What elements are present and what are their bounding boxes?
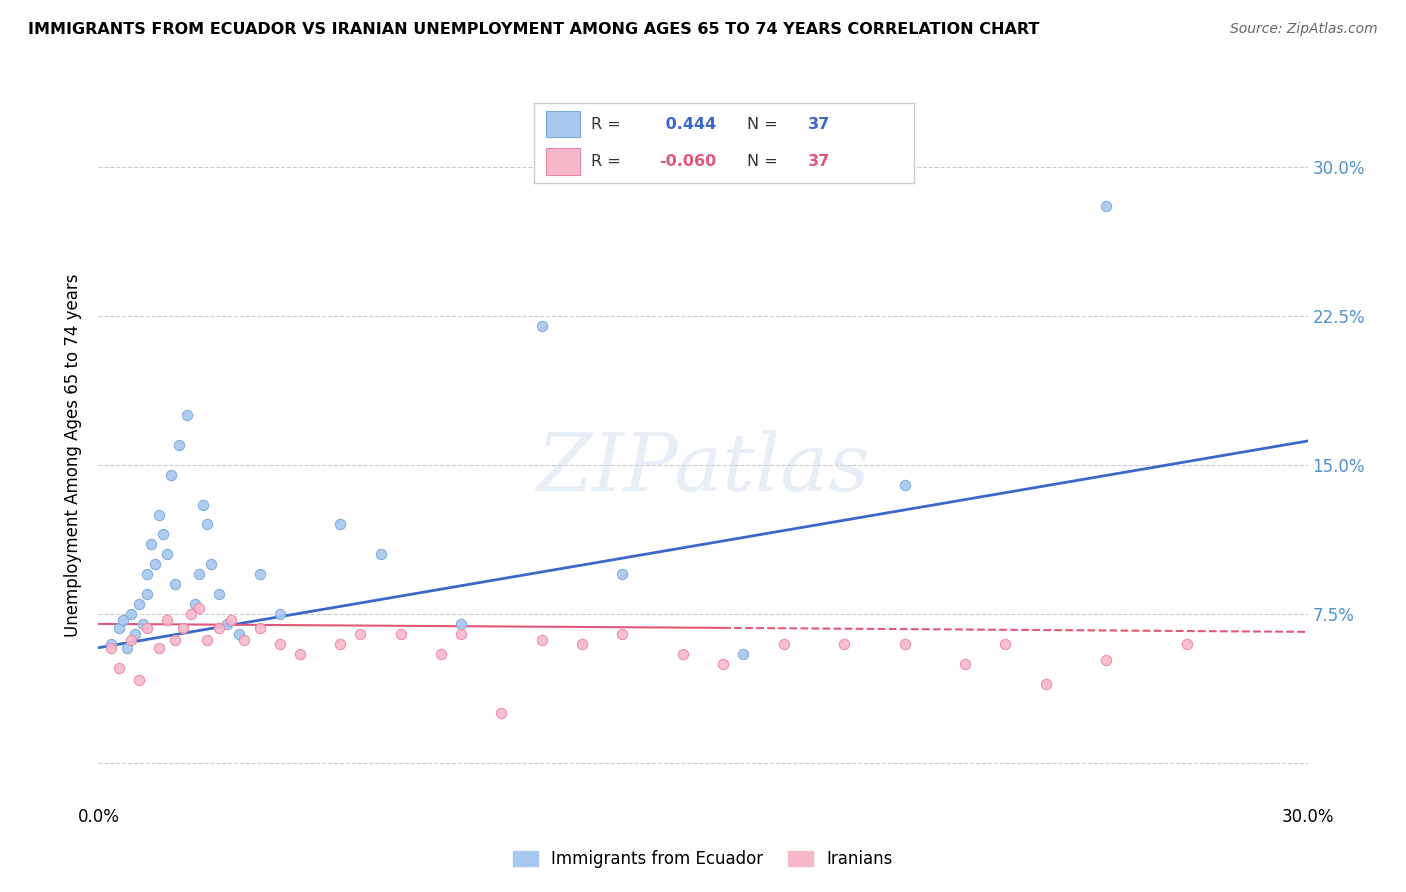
Point [107,621,129,635]
Point [711,657,734,671]
Point [135,587,157,601]
Point [228,627,250,641]
Text: R =: R = [591,117,621,132]
Point [772,637,794,651]
Point [111,613,134,627]
Point [430,647,453,661]
Point [188,567,211,582]
Point [143,558,166,572]
Point [491,706,513,721]
Point [176,408,198,422]
Point [450,616,472,631]
Point [180,607,202,621]
Point [832,637,855,651]
Point [571,637,593,651]
Point [135,567,157,582]
Text: N =: N = [747,117,778,132]
Point [163,632,186,647]
Point [1095,199,1118,213]
Point [893,477,915,491]
Point [269,607,291,621]
Point [184,597,207,611]
Y-axis label: Unemployment Among Ages 65 to 74 years: Unemployment Among Ages 65 to 74 years [65,273,83,637]
Point [172,621,194,635]
Text: Source: ZipAtlas.com: Source: ZipAtlas.com [1230,22,1378,37]
Point [612,627,634,641]
Point [128,597,150,611]
Point [160,467,183,482]
Point [329,637,352,651]
Text: ZIPatlas: ZIPatlas [536,430,870,508]
FancyBboxPatch shape [546,111,579,137]
Point [148,640,170,655]
Point [672,647,695,661]
Point [893,637,915,651]
Point [612,567,634,582]
Point [370,547,392,561]
Point [530,632,553,647]
Legend: Immigrants from Ecuador, Iranians: Immigrants from Ecuador, Iranians [506,844,900,875]
Point [994,637,1017,651]
Text: -0.060: -0.060 [659,153,717,169]
Point [288,647,311,661]
Point [100,640,122,655]
Point [120,607,142,621]
Text: N =: N = [747,153,778,169]
Point [389,627,412,641]
Point [530,318,553,333]
Point [156,613,179,627]
Text: 37: 37 [807,153,830,169]
Point [217,616,239,631]
Point [152,527,174,541]
Text: 0.444: 0.444 [659,117,716,132]
Text: 37: 37 [807,117,830,132]
Point [115,640,138,655]
Point [329,517,352,532]
Point [148,508,170,522]
Point [100,637,122,651]
Point [221,613,243,627]
Point [249,621,271,635]
Point [107,660,129,674]
Point [120,632,142,647]
Point [156,547,179,561]
Point [135,621,157,635]
Point [163,577,186,591]
Point [132,616,155,631]
Text: R =: R = [591,153,621,169]
FancyBboxPatch shape [546,148,579,175]
Text: IMMIGRANTS FROM ECUADOR VS IRANIAN UNEMPLOYMENT AMONG AGES 65 TO 74 YEARS CORREL: IMMIGRANTS FROM ECUADOR VS IRANIAN UNEMP… [28,22,1039,37]
Point [269,637,291,651]
Point [195,632,218,647]
Point [139,537,162,551]
Point [193,498,215,512]
Point [188,601,211,615]
Point [232,632,254,647]
Point [128,673,150,687]
Point [1095,653,1118,667]
Point [208,621,231,635]
Point [195,517,218,532]
Point [733,647,755,661]
Point [167,438,190,452]
Point [208,587,231,601]
Point [1175,637,1198,651]
Point [953,657,976,671]
Point [450,627,472,641]
Point [1035,676,1057,690]
Point [249,567,271,582]
Point [200,558,222,572]
Point [124,627,146,641]
Point [349,627,371,641]
